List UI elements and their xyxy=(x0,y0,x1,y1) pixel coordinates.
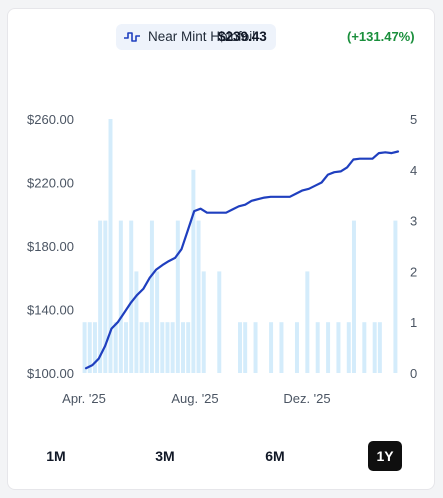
x-tick-label: Aug. '25 xyxy=(171,391,218,406)
y-left-tick-label: $100.00 xyxy=(27,366,74,381)
volume-bar xyxy=(139,322,144,373)
volume-bar xyxy=(393,220,398,373)
volume-bar xyxy=(238,322,242,373)
legend-price: $239.43 xyxy=(218,29,267,44)
volume-bar xyxy=(351,220,356,373)
volume-bar xyxy=(269,322,274,373)
volume-bar xyxy=(362,322,367,373)
x-tick-label: Dez. '25 xyxy=(283,391,330,406)
volume-bar xyxy=(124,322,129,373)
y-left-tick-label: $220.00 xyxy=(27,176,74,191)
volume-bar xyxy=(92,322,97,373)
volume-bar xyxy=(294,322,299,373)
volume-bar xyxy=(155,271,160,373)
volume-bar xyxy=(103,220,108,373)
range-button-1m[interactable]: 1M xyxy=(46,448,66,464)
volume-bar xyxy=(108,119,113,373)
range-button-6m[interactable]: 6M xyxy=(265,448,285,464)
volume-bar xyxy=(170,322,175,373)
volume-bar xyxy=(160,322,165,373)
legend-change: (+131.47%) xyxy=(347,29,415,44)
volume-bar xyxy=(336,322,341,373)
legend-series-name: Near Mint Holofoil xyxy=(148,29,256,44)
volume-bar xyxy=(186,322,191,373)
volume-bar xyxy=(181,322,186,373)
volume-bar xyxy=(98,220,103,373)
legend-item[interactable] xyxy=(116,24,276,50)
volume-bar xyxy=(253,322,258,373)
y-right-tick-label: 2 xyxy=(410,264,417,279)
volume-bar xyxy=(217,271,222,373)
volume-bar xyxy=(191,169,196,373)
y-left-tick-label: $260.00 xyxy=(27,112,74,127)
y-left-tick-label: $140.00 xyxy=(27,303,74,318)
volume-bar xyxy=(372,322,377,373)
volume-bar xyxy=(315,322,320,373)
y-right-tick-label: 1 xyxy=(410,315,417,330)
x-tick-label: Apr. '25 xyxy=(62,391,106,406)
volume-bar xyxy=(346,322,351,373)
volume-bar xyxy=(87,322,92,373)
y-right-tick-label: 3 xyxy=(410,214,417,229)
volume-bar xyxy=(201,271,206,373)
volume-bar xyxy=(305,271,310,373)
price-series-line xyxy=(84,150,400,370)
range-button-1y[interactable]: 1Y xyxy=(368,441,402,471)
volume-bar xyxy=(82,322,87,373)
volume-bar xyxy=(279,322,284,373)
y-right-tick-label: 4 xyxy=(410,163,417,178)
volume-bar xyxy=(326,322,331,373)
volume-bar xyxy=(144,322,149,373)
volume-bar xyxy=(149,220,154,373)
range-button-3m[interactable]: 3M xyxy=(155,448,175,464)
y-right-tick-label: 0 xyxy=(410,366,417,381)
volume-bar xyxy=(113,322,118,373)
volume-bar xyxy=(118,220,123,373)
volume-bar xyxy=(377,322,382,373)
line-chart-icon xyxy=(124,32,140,42)
y-right-tick-label: 5 xyxy=(410,112,417,127)
volume-bar xyxy=(165,322,170,373)
y-left-tick-label: $180.00 xyxy=(27,239,74,254)
volume-bar xyxy=(196,220,201,373)
volume-bar xyxy=(243,322,248,373)
price-history-card xyxy=(7,8,435,490)
volume-bar xyxy=(129,220,134,373)
volume-bar xyxy=(134,271,139,373)
volume-bar xyxy=(175,220,180,373)
